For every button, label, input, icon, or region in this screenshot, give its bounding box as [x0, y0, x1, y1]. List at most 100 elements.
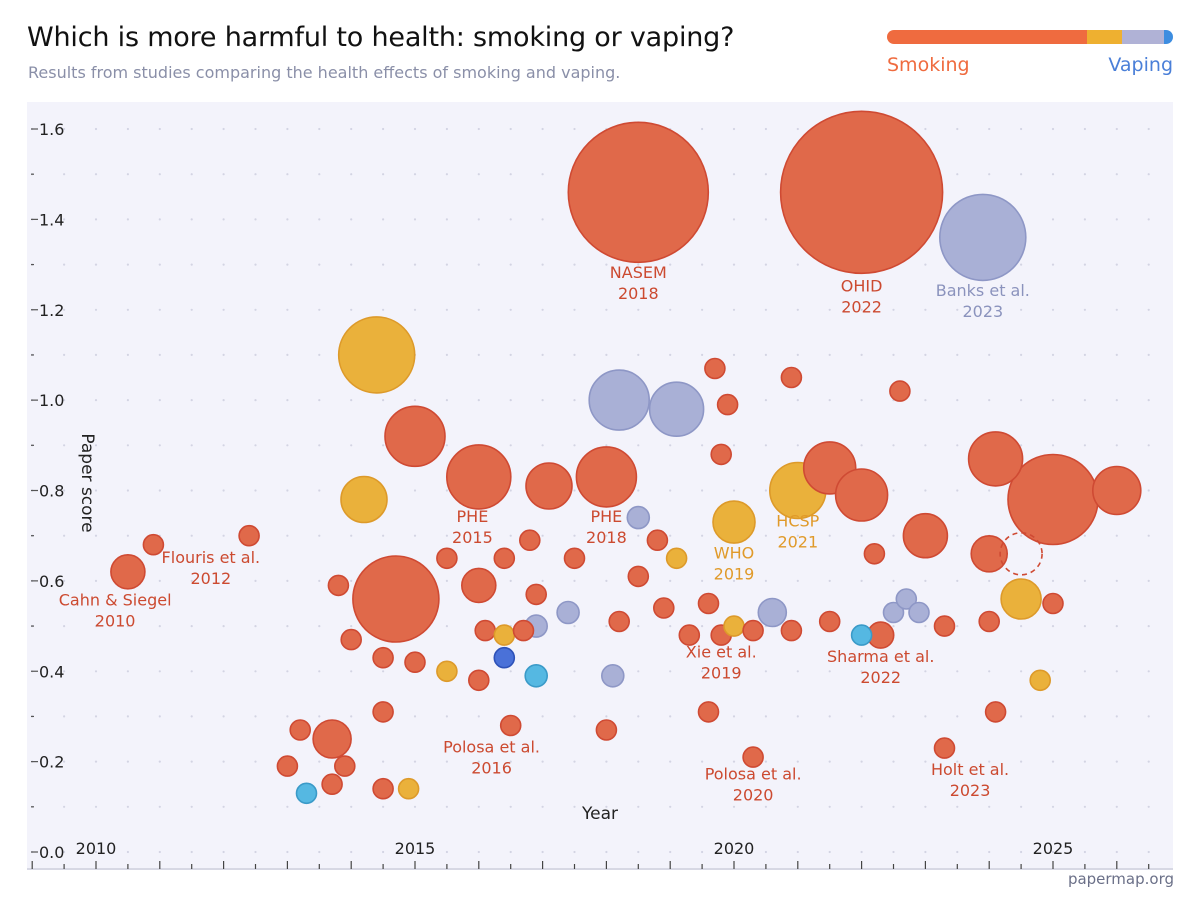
data-point-smoking: [818, 610, 841, 633]
grid-dot: [956, 534, 959, 537]
grid-dot: [764, 127, 768, 131]
grid-dot: [701, 850, 704, 854]
grid-dot: [158, 263, 161, 266]
data-point-smoking: [1042, 592, 1064, 615]
grid-dot: [573, 625, 576, 628]
grid-dot: [190, 850, 193, 854]
grid-dot: [509, 760, 512, 763]
grid-dot: [413, 218, 417, 221]
grid-dot: [892, 444, 895, 447]
grid-dot: [413, 850, 417, 854]
grid-dot: [477, 263, 480, 266]
grid-dot: [94, 850, 98, 854]
grid-dot: [286, 805, 289, 808]
grid-dot: [669, 805, 672, 808]
grid-dot: [158, 805, 161, 808]
grid-dot: [126, 218, 129, 221]
grid-dot: [796, 579, 799, 583]
grid-dot: [1083, 715, 1086, 718]
annotation-label: Xie et al.: [686, 643, 757, 662]
grid-dot: [1115, 127, 1118, 131]
grid-dot: [1115, 715, 1118, 718]
grid-dot: [126, 489, 129, 492]
data-point-mixed: [397, 777, 420, 800]
footer-credit[interactable]: papermap.org: [1067, 870, 1174, 888]
grid-dot: [701, 625, 704, 628]
grid-dot: [94, 534, 98, 537]
data-point-neutral: [600, 663, 625, 688]
data-point-mixed: [665, 547, 688, 570]
grid-dot: [1115, 670, 1118, 673]
grid-dot: [1020, 353, 1023, 356]
grid-dot: [63, 715, 66, 718]
grid-dot: [63, 850, 66, 854]
grid-dot: [988, 173, 991, 176]
data-point-neutral: [908, 601, 930, 624]
grid-dot: [382, 670, 385, 673]
grid-dot: [828, 805, 831, 808]
data-point-smoking: [678, 624, 701, 646]
grid-dot: [1147, 670, 1150, 673]
grid-dot: [988, 579, 991, 583]
grid-dot: [445, 489, 448, 492]
grid-dot: [190, 308, 193, 311]
grid-dot: [1051, 127, 1055, 131]
legend-color-bar: [887, 30, 1173, 44]
grid-dot: [701, 670, 704, 673]
grid-dot: [860, 760, 863, 763]
grid-dot: [796, 805, 799, 808]
grid-dot: [701, 127, 704, 131]
dashed-circle-marker: [999, 531, 1043, 576]
grid-dot: [318, 263, 321, 266]
grid-dot: [445, 399, 448, 402]
grid-dot: [669, 579, 672, 583]
grid-dot: [764, 850, 768, 854]
data-point-neutral: [588, 369, 651, 431]
grid-dot: [669, 263, 672, 266]
grid-dot: [63, 353, 66, 356]
grid-dot: [573, 444, 576, 447]
grid-dot: [924, 625, 927, 628]
grid-dot: [318, 805, 321, 808]
grid-dot: [988, 353, 991, 356]
data-point-smoking: [333, 755, 356, 777]
annotation-year: 2019: [714, 564, 755, 583]
grid-dot: [222, 127, 225, 131]
grid-dot: [732, 218, 736, 221]
grid-dot: [924, 399, 927, 402]
data-point-smoking: [780, 366, 803, 389]
grid-dot: [860, 850, 863, 854]
grid-dot: [573, 579, 576, 583]
grid-dot: [988, 760, 991, 763]
grid-dot: [860, 444, 863, 447]
grid-dot: [1147, 444, 1150, 447]
data-point-smoking: [512, 619, 535, 642]
x-tick-label: 2020: [714, 839, 755, 858]
grid-dot: [956, 850, 959, 854]
grid-dot: [158, 218, 161, 221]
grid-dot: [732, 715, 736, 718]
x-tick-label: 2015: [395, 839, 436, 858]
grid-dot: [637, 625, 640, 628]
grid-dot: [126, 127, 129, 131]
grid-dot: [413, 399, 417, 402]
grid-dot: [222, 308, 225, 311]
annotation-year: 2012: [190, 569, 231, 588]
grid-dot: [222, 218, 225, 221]
grid-dot: [669, 308, 672, 311]
grid-dot: [477, 353, 480, 356]
grid-dot: [158, 173, 161, 176]
grid-dot: [63, 670, 66, 673]
chart-title: Which is more harmful to health: smoking…: [27, 22, 735, 53]
grid-dot: [350, 670, 353, 673]
grid-dot: [732, 760, 736, 763]
grid-dot: [1115, 218, 1118, 221]
data-point-smoking: [697, 701, 720, 723]
grid-dot: [350, 399, 353, 402]
grid-dot: [860, 534, 863, 537]
data-point-smoking: [967, 431, 1024, 487]
data-point-smoking: [525, 583, 548, 606]
data-point-mixed: [337, 316, 416, 394]
legend-vaping-label: Vaping: [1108, 54, 1173, 76]
y-tick-label: 0.6: [39, 572, 64, 591]
